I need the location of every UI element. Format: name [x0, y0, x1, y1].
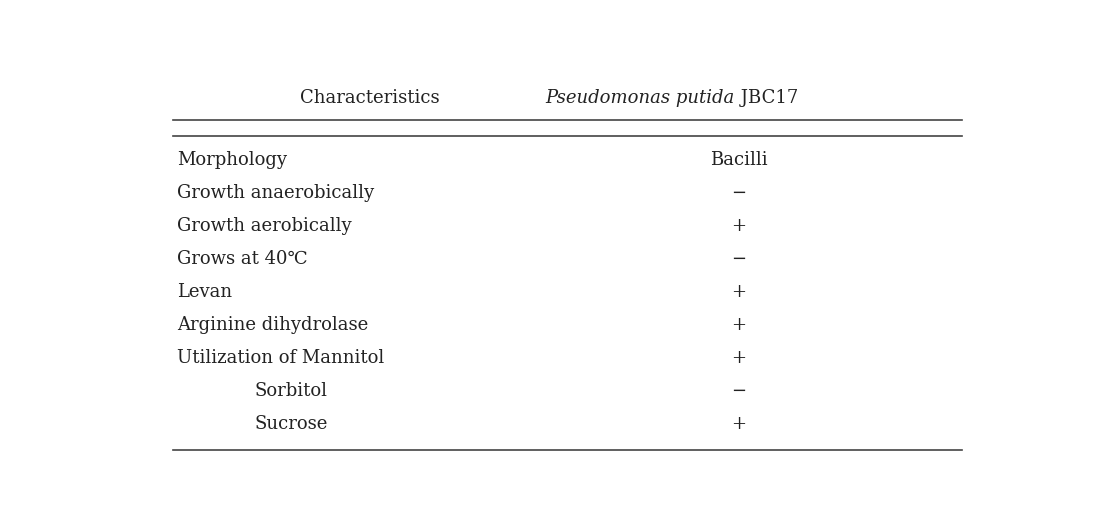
- Text: +: +: [732, 415, 746, 433]
- Text: Morphology: Morphology: [177, 150, 287, 169]
- Text: Bacilli: Bacilli: [710, 150, 768, 169]
- Text: Characteristics: Characteristics: [300, 89, 439, 107]
- Text: −: −: [732, 184, 746, 202]
- Text: Growth aerobically: Growth aerobically: [177, 217, 352, 235]
- Text: +: +: [732, 217, 746, 235]
- Text: Growth anaerobically: Growth anaerobically: [177, 184, 374, 202]
- Text: Pseudomonas putida: Pseudomonas putida: [546, 89, 735, 107]
- Text: Grows at 40℃: Grows at 40℃: [177, 250, 308, 268]
- Text: Arginine dihydrolase: Arginine dihydrolase: [177, 316, 369, 334]
- Text: Utilization of Mannitol: Utilization of Mannitol: [177, 349, 384, 367]
- Text: +: +: [732, 349, 746, 367]
- Text: +: +: [732, 316, 746, 334]
- Text: Sorbitol: Sorbitol: [255, 382, 328, 400]
- Text: JBC17: JBC17: [735, 89, 798, 107]
- Text: +: +: [732, 283, 746, 301]
- Text: Sucrose: Sucrose: [255, 415, 328, 433]
- Text: −: −: [732, 382, 746, 400]
- Text: Levan: Levan: [177, 283, 232, 301]
- Text: −: −: [732, 250, 746, 268]
